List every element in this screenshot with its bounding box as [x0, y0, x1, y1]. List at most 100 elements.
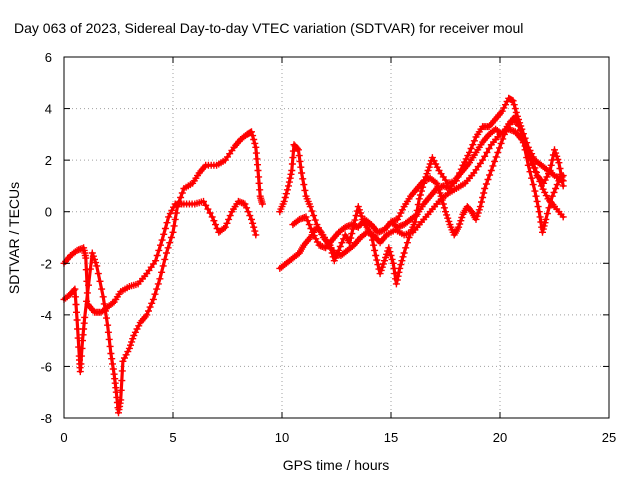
data-point-marker [381, 257, 388, 265]
data-point-marker [91, 255, 98, 263]
data-point-marker [226, 212, 234, 220]
x-tick-label: 20 [493, 430, 507, 445]
data-point-marker [559, 213, 567, 221]
data-point-marker [161, 255, 169, 263]
data-point-marker [293, 145, 301, 152]
data-point-marker [298, 169, 306, 177]
data-point-marker [371, 246, 379, 254]
data-point-marker [109, 360, 116, 368]
data-point-marker [283, 186, 291, 194]
data-point-marker [558, 176, 566, 184]
data-point-marker [386, 248, 394, 256]
data-point-marker [105, 335, 113, 343]
data-point-marker [437, 192, 445, 200]
data-point-marker [478, 198, 485, 206]
data-point-marker [479, 194, 487, 201]
data-point-marker [484, 176, 492, 183]
data-point-marker [305, 221, 313, 229]
data-point-marker [498, 107, 506, 115]
data-point-marker [129, 335, 137, 343]
data-point-marker [124, 348, 132, 356]
data-point-marker [515, 122, 523, 130]
data-point-marker [171, 215, 179, 223]
data-point-marker [470, 137, 478, 145]
data-point-marker [551, 146, 558, 154]
data-point-marker [492, 153, 500, 161]
data-point-marker [94, 270, 102, 278]
x-tick-label: 5 [169, 430, 176, 445]
data-point-marker [539, 228, 546, 236]
data-point-marker [300, 181, 308, 189]
data-point-marker [480, 189, 488, 197]
data-point-marker [158, 236, 166, 244]
data-point-marker [397, 209, 405, 217]
data-point-marker [528, 174, 536, 182]
data-point-marker [372, 252, 380, 259]
data-point-marker [255, 179, 263, 187]
data-point-marker [559, 182, 567, 190]
data-point-marker [306, 203, 314, 211]
data-point-marker [163, 219, 171, 227]
data-point-marker [104, 321, 112, 329]
data-point-marker [457, 217, 465, 225]
data-point-marker [81, 313, 89, 321]
data-point-marker [118, 377, 126, 385]
data-point-marker [88, 249, 96, 257]
data-point-marker [159, 262, 167, 270]
data-point-marker [336, 243, 344, 250]
data-point-marker [475, 206, 483, 214]
data-point-marker [246, 212, 254, 220]
data-point-marker [486, 171, 494, 179]
data-point-marker [469, 141, 477, 149]
data-point-marker [73, 308, 80, 316]
data-point-marker [403, 239, 411, 247]
data-point-marker [248, 215, 255, 223]
data-point-marker [154, 280, 162, 288]
data-point-marker [173, 203, 181, 211]
data-point-marker [311, 216, 319, 224]
data-point-marker [208, 213, 216, 221]
data-point-marker [541, 188, 549, 196]
data-point-marker [541, 219, 549, 227]
data-point-marker [531, 168, 539, 176]
data-point-marker [280, 197, 288, 205]
data-point-marker [152, 257, 160, 265]
data-point-marker [210, 217, 218, 225]
data-point-marker [85, 281, 92, 289]
data-point-marker [509, 97, 517, 105]
y-tick-label: 4 [45, 102, 52, 117]
data-point-marker [543, 173, 551, 181]
data-point-marker [78, 344, 86, 352]
data-point-marker [71, 293, 79, 301]
data-point-marker [151, 290, 159, 298]
data-point-marker [395, 212, 403, 220]
data-point-marker [103, 314, 110, 322]
y-tick-label: -6 [40, 359, 52, 374]
data-point-marker [462, 155, 470, 163]
data-point-marker [445, 217, 453, 225]
data-point-marker [485, 145, 493, 152]
data-point-marker [393, 276, 401, 284]
data-series [60, 94, 567, 417]
data-point-marker [444, 214, 452, 222]
data-point-marker [548, 192, 556, 200]
data-point-marker [557, 170, 565, 178]
data-point-marker [255, 173, 263, 181]
data-point-marker [77, 360, 85, 368]
data-point-marker [221, 223, 229, 231]
data-point-marker [248, 128, 255, 136]
data-point-marker [74, 325, 82, 333]
data-point-marker [397, 261, 405, 269]
data-point-marker [482, 180, 490, 188]
data-point-marker [281, 194, 289, 201]
data-point-marker [327, 245, 335, 253]
data-point-marker [523, 146, 531, 154]
data-point-marker [377, 266, 385, 274]
data-point-marker [258, 200, 266, 208]
data-point-marker [388, 255, 396, 263]
data-point-marker [170, 222, 178, 230]
data-point-marker [143, 311, 151, 319]
data-point-marker [436, 189, 444, 197]
data-point-marker [376, 270, 384, 278]
data-point-marker [96, 277, 104, 285]
